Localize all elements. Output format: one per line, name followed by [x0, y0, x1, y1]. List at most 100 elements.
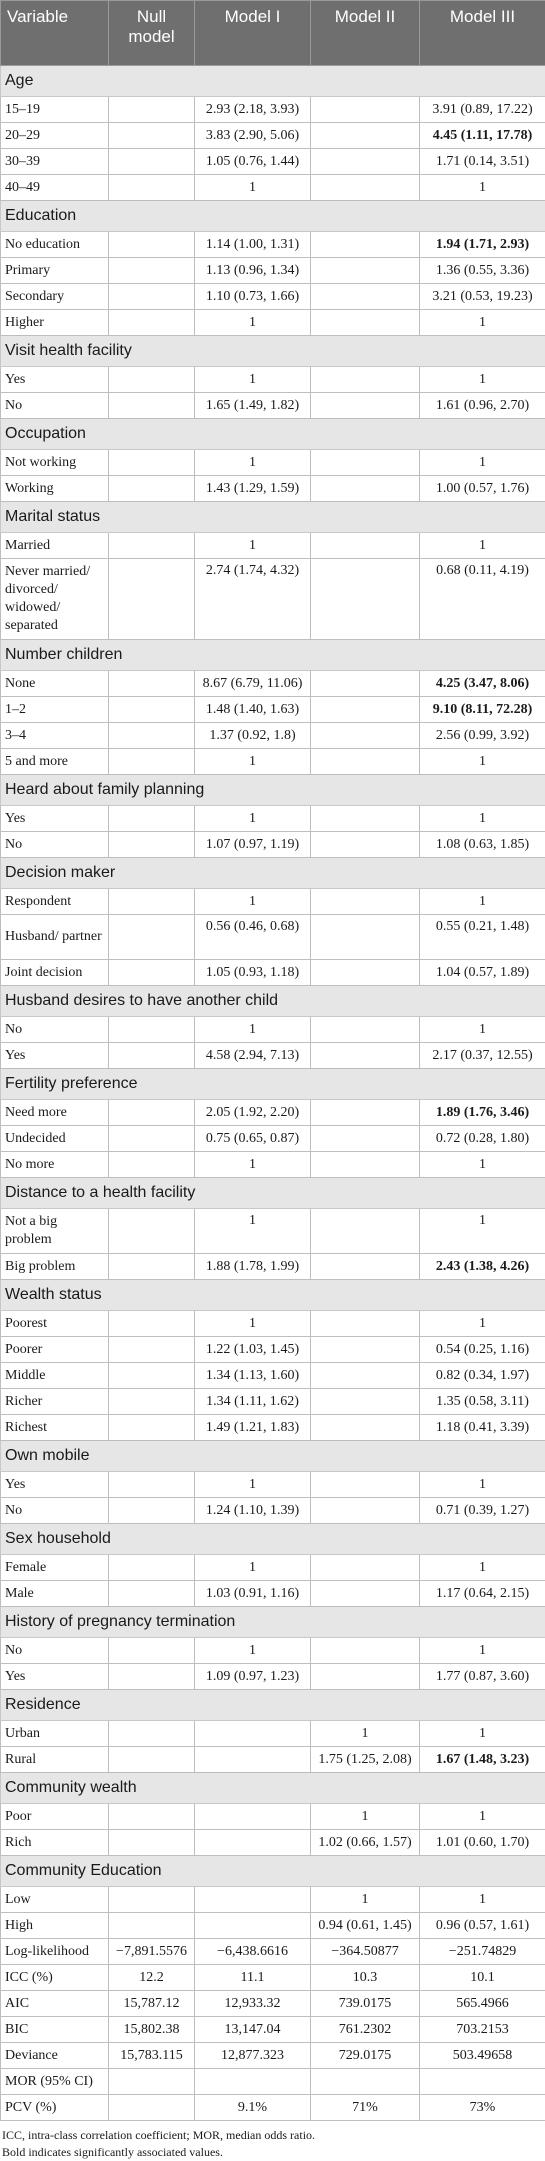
- row-label: Married: [1, 533, 109, 559]
- cell-model-3: 73%: [420, 2095, 545, 2121]
- section-header-row: Visit health facility: [1, 336, 545, 367]
- row-label: No education: [1, 232, 109, 258]
- cell-model-1: 1.03 (0.91, 1.16): [195, 1581, 311, 1607]
- row-label: Urban: [1, 1721, 109, 1747]
- cell-model-1: 2.93 (2.18, 3.93): [195, 97, 311, 123]
- cell-model-2: [311, 476, 420, 502]
- cell-model-2: [311, 284, 420, 310]
- cell-model-2: [311, 1638, 420, 1664]
- cell-model-3: 0.96 (0.57, 1.61): [420, 1913, 545, 1939]
- cell-model-2: [311, 367, 420, 393]
- row-label: Richer: [1, 1389, 109, 1415]
- cell-model-3: 0.71 (0.39, 1.27): [420, 1498, 545, 1524]
- cell-model-1: [195, 1887, 311, 1913]
- cell-model-3: 1.94 (1.71, 2.93): [420, 232, 545, 258]
- cell-model-1: 12,877.323: [195, 2043, 311, 2069]
- section-title: Education: [1, 201, 545, 232]
- fit-label: Log-likelihood: [1, 1939, 109, 1965]
- cell-model-3: 4.25 (3.47, 8.06): [420, 671, 545, 697]
- cell-model-3: 9.10 (8.11, 72.28): [420, 697, 545, 723]
- cell-model-2: [311, 1017, 420, 1043]
- cell-null-model: 15,783.115: [109, 2043, 195, 2069]
- cell-model-1: 9.1%: [195, 2095, 311, 2121]
- section-title: Number children: [1, 640, 545, 671]
- section-header-row: Sex household: [1, 1524, 545, 1555]
- cell-model-1: 1: [195, 310, 311, 336]
- cell-model-2: [311, 232, 420, 258]
- cell-model-1: 2.74 (1.74, 4.32): [195, 559, 311, 640]
- row-label: Respondent: [1, 889, 109, 915]
- cell-model-2: 10.3: [311, 1965, 420, 1991]
- cell-model-1: [195, 1804, 311, 1830]
- row-label: No: [1, 393, 109, 419]
- cell-null-model: [109, 1254, 195, 1280]
- header-model-2: Model II: [311, 1, 420, 66]
- cell-model-1: 1.14 (1.00, 1.31): [195, 232, 311, 258]
- row-label: High: [1, 1913, 109, 1939]
- cell-null-model: [109, 749, 195, 775]
- section-header-row: History of pregnancy termination: [1, 1607, 545, 1638]
- cell-model-2: 729.0175: [311, 2043, 420, 2069]
- section-header-row: Community Education: [1, 1856, 545, 1887]
- cell-model-3: 1.67 (1.48, 3.23): [420, 1747, 545, 1773]
- cell-model-1: 1: [195, 450, 311, 476]
- cell-model-3: 1: [420, 450, 545, 476]
- row-label: Poor: [1, 1804, 109, 1830]
- section-title: Heard about family planning: [1, 775, 545, 806]
- cell-model-3: 1.04 (0.57, 1.89): [420, 960, 545, 986]
- cell-model-3: 3.91 (0.89, 17.22): [420, 97, 545, 123]
- section-header-row: Residence: [1, 1690, 545, 1721]
- cell-null-model: [109, 1721, 195, 1747]
- cell-model-2: 1: [311, 1721, 420, 1747]
- cell-null-model: [109, 1100, 195, 1126]
- cell-model-1: 1: [195, 533, 311, 559]
- row-label: 40–49: [1, 175, 109, 201]
- cell-model-2: [311, 1337, 420, 1363]
- cell-model-2: 761.2302: [311, 2017, 420, 2043]
- cell-null-model: [109, 1017, 195, 1043]
- section-title: Residence: [1, 1690, 545, 1721]
- cell-null-model: [109, 258, 195, 284]
- section-header-row: Education: [1, 201, 545, 232]
- cell-model-1: [195, 1747, 311, 1773]
- section-header-row: Fertility preference: [1, 1069, 545, 1100]
- cell-model-3: 1: [420, 1472, 545, 1498]
- cell-model-1: 4.58 (2.94, 7.13): [195, 1043, 311, 1069]
- cell-null-model: [109, 450, 195, 476]
- cell-null-model: 12.2: [109, 1965, 195, 1991]
- cell-model-3: 1.00 (0.57, 1.76): [420, 476, 545, 502]
- cell-model-2: [311, 1100, 420, 1126]
- row-label: Higher: [1, 310, 109, 336]
- cell-null-model: [109, 232, 195, 258]
- section-header-row: Wealth status: [1, 1280, 545, 1311]
- section-header-row: Own mobile: [1, 1441, 545, 1472]
- cell-model-2: [311, 1152, 420, 1178]
- row-label: Big problem: [1, 1254, 109, 1280]
- cell-model-1: 1: [195, 889, 311, 915]
- section-title: Distance to a health facility: [1, 1178, 545, 1209]
- cell-model-2: [311, 723, 420, 749]
- cell-null-model: [109, 2069, 195, 2095]
- header-row: Variable Null model Model I Model II Mod…: [1, 1, 545, 66]
- cell-model-2: [311, 533, 420, 559]
- cell-model-2: −364.50877: [311, 1939, 420, 1965]
- cell-null-model: [109, 1638, 195, 1664]
- cell-model-3: 1: [420, 1152, 545, 1178]
- cell-model-3: 2.56 (0.99, 3.92): [420, 723, 545, 749]
- cell-model-3: 4.45 (1.11, 17.78): [420, 123, 545, 149]
- cell-model-1: 1.34 (1.11, 1.62): [195, 1389, 311, 1415]
- cell-model-1: [195, 1913, 311, 1939]
